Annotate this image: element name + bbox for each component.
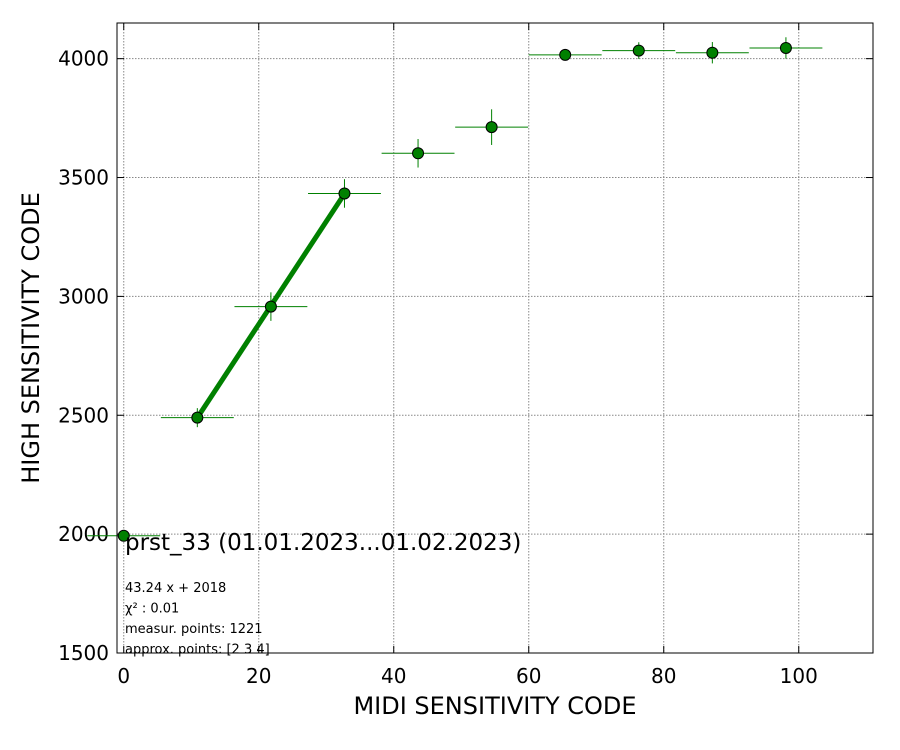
data-point: [779, 41, 792, 54]
x-tick-label: 20: [246, 664, 271, 688]
y-axis-ticks: 1500 2000 2500 3000 3500 4000: [58, 47, 873, 665]
data-point: [632, 44, 645, 57]
y-tick-label: 3000: [58, 284, 109, 308]
y-tick-label: 2000: [58, 522, 109, 546]
x-tick-label: 0: [117, 664, 130, 688]
data-point: [338, 187, 351, 200]
x-tick-label: 80: [651, 664, 676, 688]
fit-annotation-line: measur. points: 1221: [125, 622, 263, 637]
data-point: [264, 300, 277, 313]
y-axis-label: HIGH SENSITIVITY CODE: [17, 192, 45, 484]
x-tick-label: 100: [780, 664, 818, 688]
y-tick-label: 2500: [58, 403, 109, 427]
x-tick-label: 60: [516, 664, 541, 688]
data-point: [412, 147, 425, 160]
chart-title: prst_33 (01.01.2023...01.02.2023): [125, 530, 521, 556]
grid-layer: [117, 23, 873, 653]
x-tick-label: 40: [381, 664, 406, 688]
plot-frame: [116, 22, 874, 654]
y-tick-label: 4000: [58, 47, 109, 71]
data-point: [485, 121, 498, 134]
y-tick-label: 3500: [58, 166, 109, 190]
fit-annotation-line: χ² : 0.01: [125, 602, 179, 617]
y-tick-label: 1500: [58, 641, 109, 665]
fit-annotations: 43.24 x + 2018 χ² : 0.01 measur. points: 1…: [125, 581, 270, 658]
data-series: [87, 37, 823, 542]
x-axis-label: MIDI SENSITIVITY CODE: [353, 692, 636, 720]
x-axis-ticks: 0 20 40 60 80 100: [117, 23, 818, 688]
data-point: [706, 46, 719, 59]
fit-annotation-line: approx. points: [2 3 4]: [125, 643, 270, 658]
data-point: [117, 529, 130, 542]
data-point: [559, 48, 572, 61]
data-point: [191, 411, 204, 424]
fit-annotation-line: 43.24 x + 2018: [125, 581, 226, 596]
